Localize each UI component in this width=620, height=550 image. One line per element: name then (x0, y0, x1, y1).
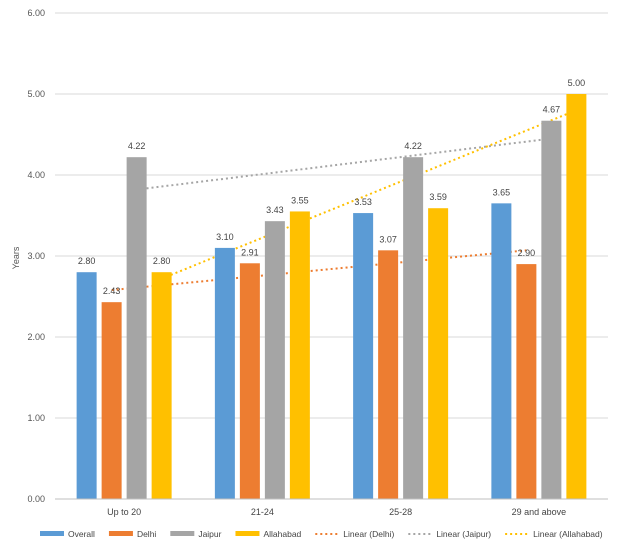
legend-label: Linear (Delhi) (343, 529, 394, 539)
legend-swatch-overall (40, 531, 64, 536)
y-tick-label: 1.00 (27, 413, 45, 423)
x-tick-label: 21-24 (251, 507, 274, 517)
bar-jaipur (541, 120, 562, 499)
data-label: 2.91 (241, 247, 259, 257)
data-label: 4.22 (128, 141, 146, 151)
bar-delhi (516, 264, 537, 499)
legend-swatch-allahabad (235, 531, 260, 536)
bar-overall (491, 203, 512, 499)
y-tick-label: 2.00 (27, 332, 45, 342)
data-label: 3.10 (216, 232, 234, 242)
bar-overall (353, 213, 374, 499)
data-label: 2.80 (78, 256, 96, 266)
bar-overall (76, 272, 97, 499)
bar-jaipur (403, 157, 424, 499)
data-label: 5.00 (568, 78, 586, 88)
data-label: 2.43 (103, 286, 121, 296)
bar-allahabad (428, 208, 449, 499)
bar-delhi (239, 263, 260, 499)
x-tick-label: Up to 20 (107, 507, 141, 517)
data-label: 2.80 (153, 256, 171, 266)
data-label: 3.07 (379, 234, 397, 244)
bar-allahabad (289, 211, 310, 499)
trendline-jaipur (136, 137, 552, 191)
y-tick-label: 4.00 (27, 170, 45, 180)
legend-label: Linear (Jaipur) (436, 529, 491, 539)
y-tick-label: 6.00 (27, 8, 45, 18)
y-tick-label: 3.00 (27, 251, 45, 261)
x-tick-label: 29 and above (512, 507, 567, 517)
x-tick-label: 25-28 (389, 507, 412, 517)
y-tick-label: 0.00 (27, 494, 45, 504)
data-label: 3.55 (291, 195, 309, 205)
legend-swatch-delhi (108, 531, 133, 536)
data-label: 4.22 (404, 141, 422, 151)
bar-allahabad (566, 94, 587, 499)
legend-label: Jaipur (198, 529, 221, 539)
data-label: 3.43 (266, 205, 284, 215)
data-label: 3.53 (354, 197, 372, 207)
legend-swatch-jaipur (170, 531, 195, 536)
data-label: 4.67 (543, 105, 561, 115)
data-label: 2.90 (518, 248, 536, 258)
legend-label: Overall (68, 529, 95, 539)
bar-overall (214, 247, 235, 499)
data-label: 3.59 (429, 192, 447, 202)
legend-label: Delhi (137, 529, 156, 539)
bar-delhi (101, 302, 122, 499)
bar-jaipur (264, 221, 285, 500)
legend-label: Allahabad (263, 529, 301, 539)
bar-allahabad (151, 272, 172, 499)
bar-delhi (378, 250, 399, 499)
data-label: 3.65 (493, 187, 511, 197)
y-tick-label: 5.00 (27, 89, 45, 99)
bar-jaipur (126, 157, 147, 499)
legend-label: Linear (Allahabad) (533, 529, 603, 539)
y-axis-title: Years (11, 246, 21, 269)
